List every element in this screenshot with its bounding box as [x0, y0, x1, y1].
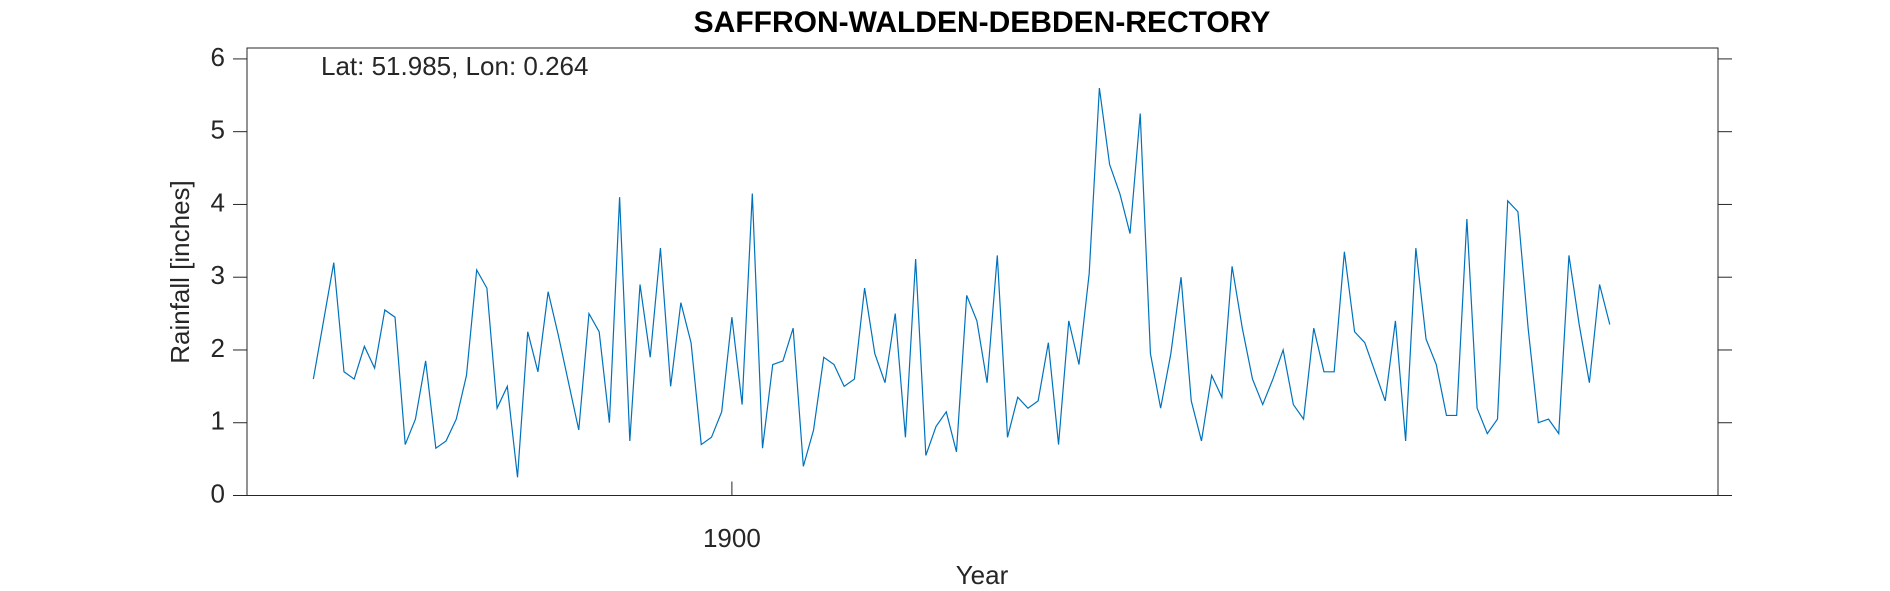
y-tick-label: 1: [211, 406, 225, 436]
y-axis-label: Rainfall [inches]: [165, 180, 195, 364]
y-tick-label: 6: [211, 42, 225, 72]
axes-box: [246, 47, 1719, 496]
y-tick-label: 3: [211, 260, 225, 290]
x-axis-label: Year: [956, 560, 1009, 590]
chart-title: SAFFRON-WALDEN-DEBDEN-RECTORY: [694, 6, 1271, 39]
y-tick-label: 2: [211, 333, 225, 363]
line-series: [312, 87, 1611, 478]
y-tick-label: 4: [211, 187, 225, 217]
y-tick-label: 5: [211, 115, 225, 145]
x-tick-label: 1900: [703, 523, 761, 553]
annotation: Lat: 51.985, Lon: 0.264: [321, 51, 588, 81]
y-tick-label: 0: [211, 478, 225, 508]
